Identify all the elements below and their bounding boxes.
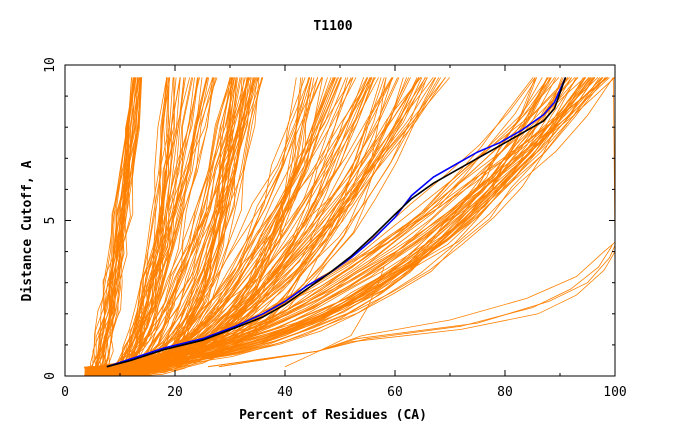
y-axis-label: Distance Cutoff, A [20, 160, 35, 301]
x-axis-label: Percent of Residues (CA) [239, 408, 427, 423]
model-curve-237 [93, 77, 604, 368]
model-curve-165 [94, 77, 385, 370]
model-curve-149 [103, 77, 319, 375]
model-curve-249 [108, 77, 537, 368]
y-tick-label: 0 [43, 372, 58, 380]
x-tick-label: 60 [387, 385, 403, 400]
chart-title: T1100 [313, 19, 352, 34]
x-tick-label: 80 [497, 385, 513, 400]
tick-layer: 0 20 40 60 80 100 0 5 10 [43, 57, 627, 400]
highlight-curve-0 [106, 77, 567, 368]
model-curve-238 [108, 77, 595, 368]
x-tick-label: 100 [603, 385, 626, 400]
x-tick-label: 0 [61, 385, 69, 400]
model-curve-225 [101, 77, 562, 368]
model-curve-227 [93, 77, 572, 368]
model-curve-190 [96, 77, 400, 372]
model-curve-228 [93, 77, 587, 368]
spike-curve [284, 266, 385, 368]
model-curve-246 [103, 77, 579, 368]
highlight-curve-1 [106, 77, 567, 368]
series-layer [83, 77, 616, 377]
x-tick-label: 40 [277, 385, 293, 400]
y-tick-label: 5 [43, 217, 58, 225]
model-curve-244 [97, 77, 593, 368]
model-curve-141 [91, 77, 303, 375]
x-tick-label: 20 [167, 385, 183, 400]
model-curve-240 [93, 77, 616, 368]
lower-model-curve-3 [218, 251, 616, 368]
y-tick-label: 10 [43, 57, 58, 73]
model-curve-187 [102, 77, 376, 374]
